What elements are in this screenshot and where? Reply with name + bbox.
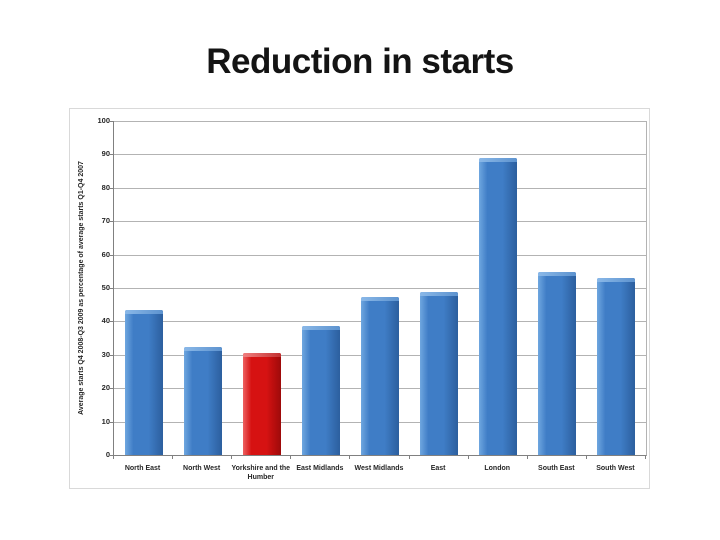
bar [420,292,458,455]
plot-area [113,121,647,456]
gridline [114,221,646,222]
y-axis-tick-label: 70 [101,216,110,225]
gridline [114,288,646,289]
gridline [114,154,646,155]
x-axis-tick [349,456,350,459]
y-axis-tick [110,288,113,289]
y-axis-tick-label: 0 [105,450,110,459]
x-axis-tick [409,456,410,459]
x-axis-tick [468,456,469,459]
y-axis-tick-label: 90 [101,149,110,158]
y-axis-tick [110,221,113,222]
y-axis-tick [110,154,113,155]
y-axis-tick [110,121,113,122]
bar-top-bevel [420,292,458,296]
y-axis-tick-label: 40 [101,316,110,325]
gridline [114,188,646,189]
y-axis-tick-label: 30 [101,350,110,359]
bar-top-bevel [184,347,222,351]
y-axis-tick-label: 50 [101,283,110,292]
bar [597,278,635,455]
gridline [114,121,646,122]
bar-top-bevel [479,158,517,162]
bar-top-bevel [538,272,576,276]
bar-top-bevel [361,297,399,301]
x-axis-label: West Midlands [354,465,404,472]
x-axis-label: North West [183,465,221,472]
x-axis-label: East [430,465,446,472]
y-axis-tick-label: 80 [101,183,110,192]
x-axis-tick [231,456,232,459]
x-axis-label: London [484,465,511,472]
gridline [114,255,646,256]
x-axis-tick [290,456,291,459]
x-axis-tick [172,456,173,459]
x-axis-label: Yorkshire and the Humber [231,465,291,482]
bar-top-bevel [597,278,635,282]
bar [125,310,163,455]
x-axis-tick [645,456,646,459]
bar-top-bevel [302,326,340,330]
y-axis-tick-label: 60 [101,250,110,259]
bar [184,347,222,455]
x-axis-tick [527,456,528,459]
x-axis-tick [586,456,587,459]
x-axis-tick [113,456,114,459]
x-axis-label: East Midlands [296,465,344,472]
y-axis-tick [110,188,113,189]
y-axis-tick-label: 100 [97,116,110,125]
bar [361,297,399,455]
bar-highlighted [243,353,281,455]
x-axis-label: North East [124,465,161,472]
bar-top-bevel [243,353,281,357]
y-axis-tick-label: 20 [101,383,110,392]
bar [538,272,576,455]
y-axis-tick [110,455,113,456]
y-axis-tick-label: 10 [101,417,110,426]
bar-top-bevel [125,310,163,314]
slide-title: Reduction in starts [206,42,514,81]
bar [479,158,517,455]
y-axis-tick [110,255,113,256]
y-axis-tick [110,388,113,389]
y-axis-tick [110,422,113,423]
bar [302,326,340,455]
chart-panel: Average starts Q4 2008-Q3 2009 as percen… [69,108,650,489]
x-axis-label: South East [538,465,575,472]
y-axis-tick [110,321,113,322]
x-axis-label: South West [596,465,635,472]
y-axis-tick [110,355,113,356]
